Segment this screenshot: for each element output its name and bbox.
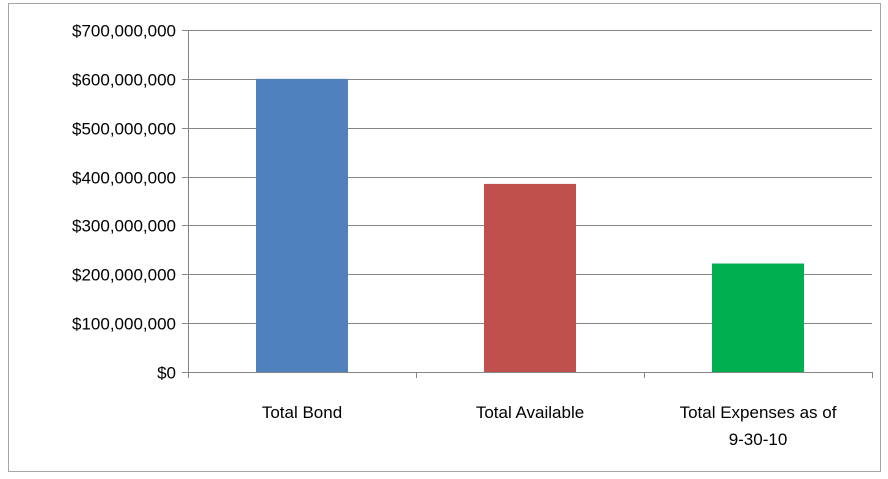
bar-total-bond [256, 78, 348, 372]
x-category-label: Total Bond [262, 403, 342, 422]
y-tick-label: $300,000,000 [72, 217, 176, 236]
x-category-label: Total Available [476, 403, 584, 422]
chart-frame [8, 3, 881, 472]
y-tick-label: $100,000,000 [72, 315, 176, 334]
x-category-label: Total Expenses as of [680, 403, 837, 422]
bar-total-available [484, 183, 576, 372]
y-tick-label: $200,000,000 [72, 266, 176, 285]
y-tick-label: $700,000,000 [72, 22, 176, 41]
y-tick-label: $500,000,000 [72, 120, 176, 139]
y-tick-label: $600,000,000 [72, 71, 176, 90]
y-tick-label: $400,000,000 [72, 169, 176, 188]
x-category-label: 9-30-10 [729, 430, 788, 449]
y-tick-label: $0 [157, 364, 176, 383]
bar-total-expenses-as-of-9-30-10 [712, 263, 804, 372]
